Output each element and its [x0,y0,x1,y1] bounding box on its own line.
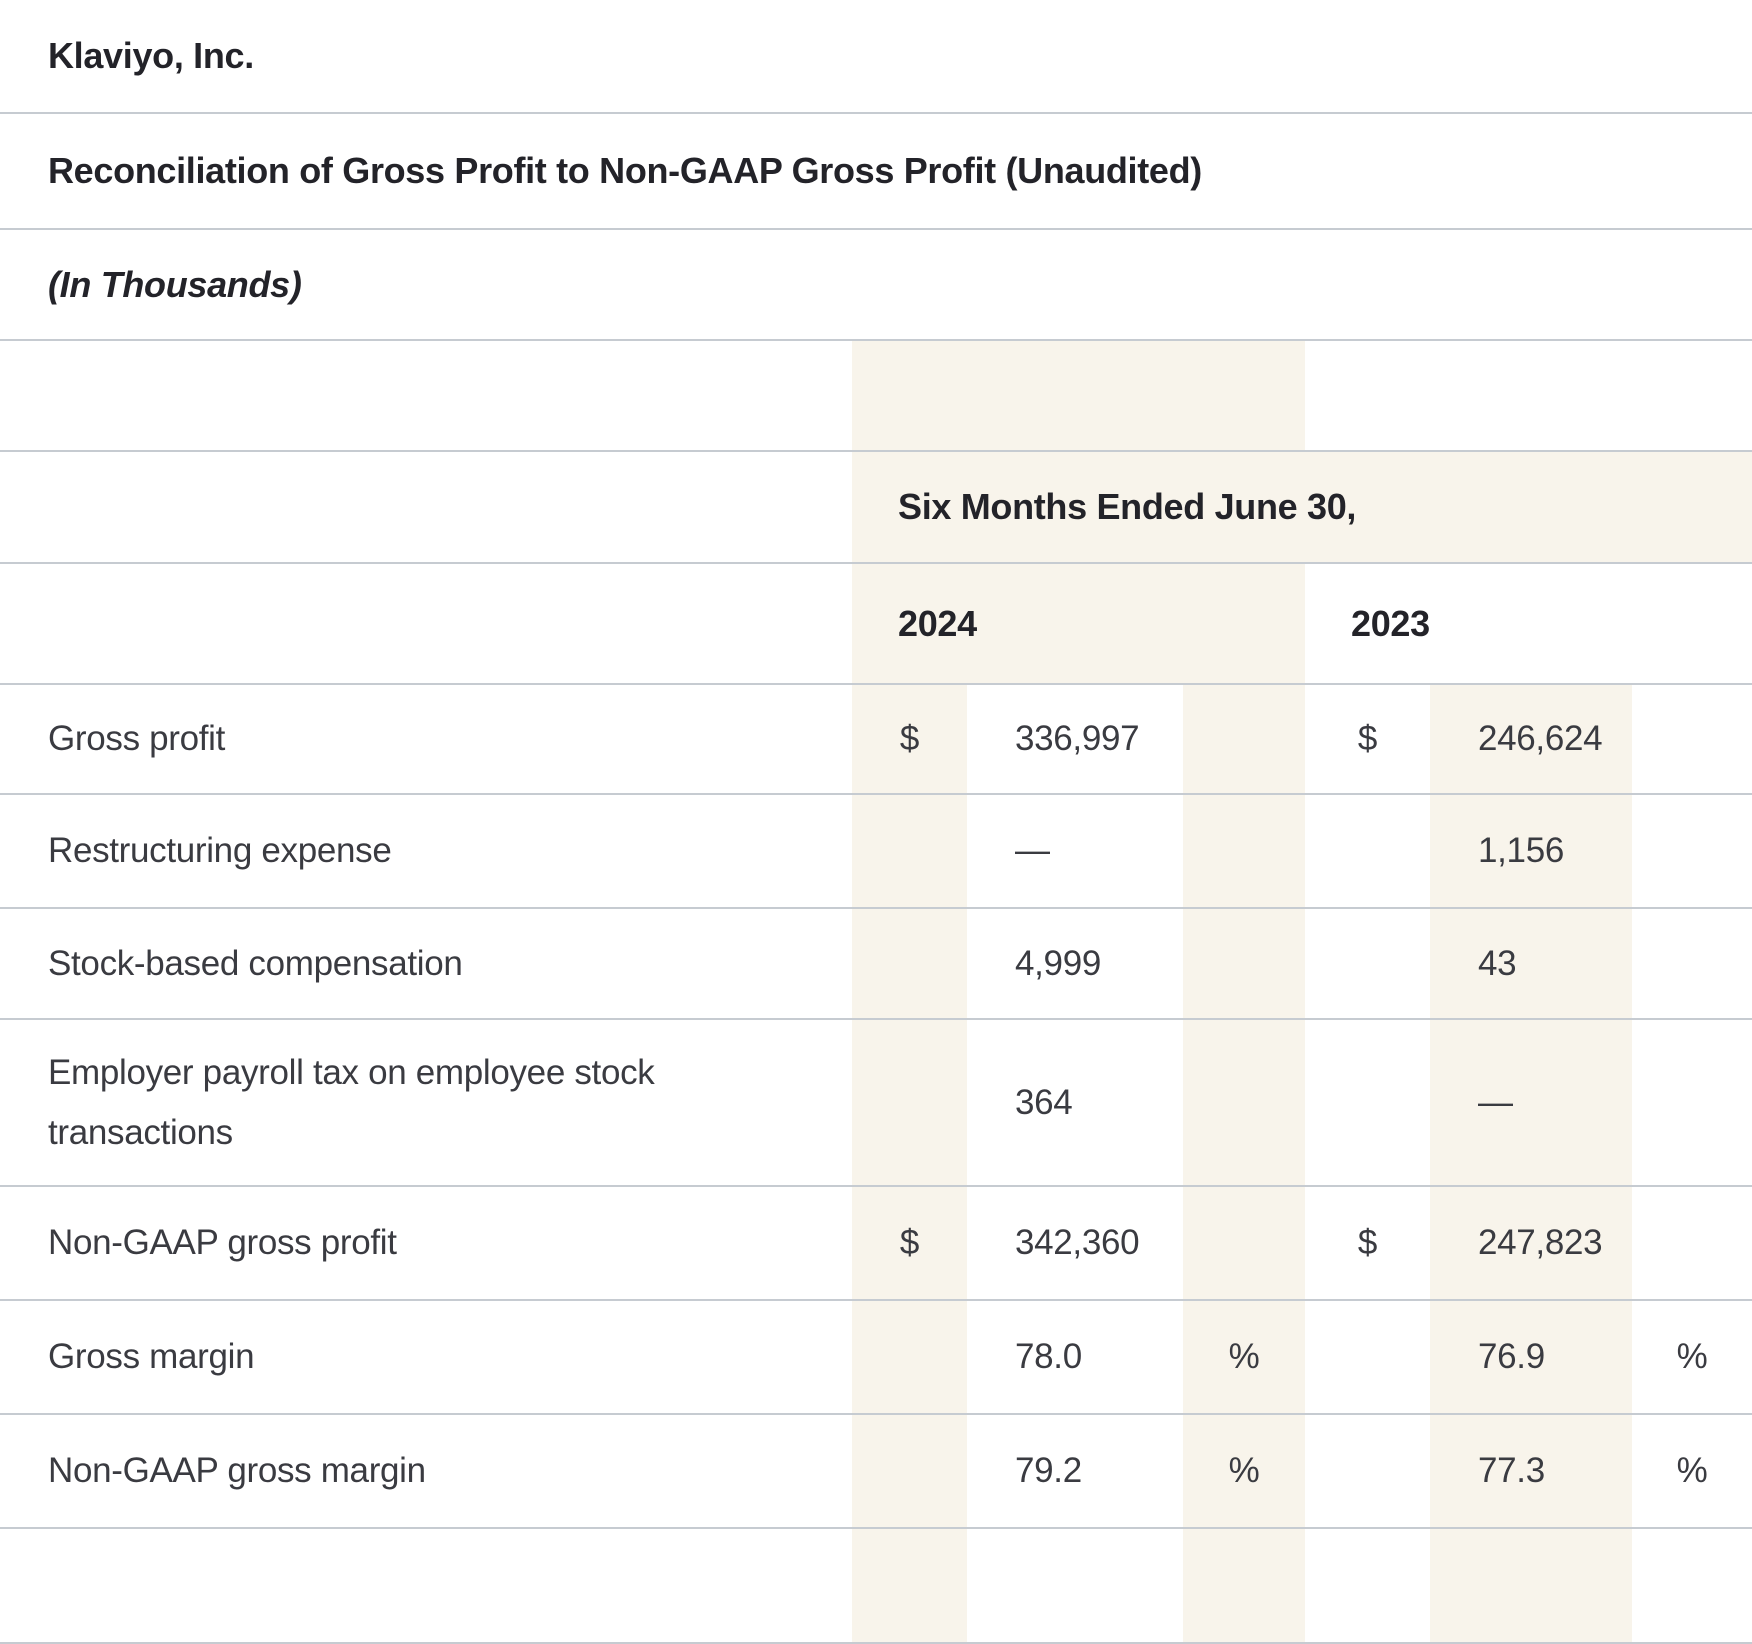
row-label: Gross margin [48,1337,255,1377]
row-label: Non-GAAP gross margin [48,1451,426,1491]
percent-cell-2024 [1183,795,1305,907]
value-cell-2024: 336,997 [1015,719,1140,758]
row-label: Stock-based compensation [48,943,463,983]
value-cell-2023: 247,823 [1430,1187,1632,1299]
percent-cell-2024: % [1183,1301,1305,1413]
value-cell-2023: — [1430,1020,1632,1185]
table-row-stock-based-compensation: Stock-based compensation 4,999 43 [0,907,1752,1018]
year-header-2024: 2024 [852,564,1305,683]
currency-cell-2024: $ [852,1187,967,1299]
row-label: Gross profit [48,719,226,759]
currency-cell-2024: $ [852,685,967,793]
highlight-band [1430,1529,1632,1642]
highlight-band [1183,1529,1305,1642]
currency-cell-2023 [1305,1415,1430,1527]
report-title: Reconciliation of Gross Profit to Non-GA… [48,150,1202,191]
percent-cell-2024 [1183,909,1305,1018]
highlight-band [852,341,1305,450]
value-cell-2024: 4,999 [1015,943,1101,983]
year-header-row: 2024 2023 [0,562,1752,683]
report-title-row: Reconciliation of Gross Profit to Non-GA… [0,112,1752,228]
percent-cell-2024 [1183,685,1305,793]
currency-cell-2023: $ [1357,1223,1378,1262]
currency-cell-2024 [852,909,967,1018]
year-header-2023: 2023 [1351,602,1430,644]
period-header: Six Months Ended June 30, [852,452,1752,562]
table-row-restructuring-expense: Restructuring expense — 1,156 [0,793,1752,907]
currency-cell-2023 [1305,909,1430,1018]
percent-cell-2023 [1632,1020,1752,1185]
value-cell-2024: 78.0 [1015,1337,1082,1376]
row-label: Restructuring expense [48,831,392,871]
percent-cell-2023 [1632,1187,1752,1299]
value-cell-2023: 43 [1430,909,1632,1018]
table-row-employer-payroll-tax: Employer payroll tax on employee stock t… [0,1018,1752,1185]
percent-cell-2023 [1632,685,1752,793]
percent-cell-2023 [1632,795,1752,907]
percent-cell-2023 [1632,909,1752,1018]
value-cell-2024: 79.2 [1015,1451,1082,1490]
currency-cell-2024 [852,1415,967,1527]
value-cell-2023: 246,624 [1430,685,1632,793]
currency-cell-2023 [1305,1301,1430,1413]
currency-cell-2023 [1305,1020,1430,1185]
value-cell-2024: 364 [1015,1082,1073,1122]
row-label: Employer payroll tax on employee stock t… [48,1053,655,1152]
value-cell-2024: — [1015,831,1050,870]
currency-cell-2024 [852,1020,967,1185]
spacer-band-row [0,339,1752,450]
table-row-gross-margin: Gross margin 78.0 % 76.9 % [0,1299,1752,1413]
percent-cell-2024: % [1183,1415,1305,1527]
percent-cell-2023: % [1676,1451,1708,1490]
currency-cell-2023: $ [1357,719,1378,758]
value-cell-2023: 77.3 [1430,1415,1632,1527]
value-cell-2023: 1,156 [1430,795,1632,907]
highlight-band [852,1529,967,1642]
currency-cell-2024 [852,1301,967,1413]
company-name: Klaviyo, Inc. [48,35,254,76]
units-note: (In Thousands) [48,263,302,305]
table-row-gross-profit: Gross profit $ 336,997 $ 246,624 [0,683,1752,793]
company-row: Klaviyo, Inc. [0,0,1752,112]
footer-spacer-row [0,1527,1752,1644]
currency-cell-2024 [852,795,967,907]
percent-cell-2023: % [1676,1337,1708,1376]
period-header-row: Six Months Ended June 30, [0,450,1752,562]
value-cell-2024: 342,360 [1015,1223,1140,1262]
percent-cell-2024 [1183,1187,1305,1299]
table-row-non-gaap-gross-profit: Non-GAAP gross profit $ 342,360 $ 247,82… [0,1185,1752,1299]
percent-cell-2024 [1183,1020,1305,1185]
table-row-non-gaap-gross-margin: Non-GAAP gross margin 79.2 % 77.3 % [0,1413,1752,1527]
currency-cell-2023 [1305,795,1430,907]
value-cell-2023: 76.9 [1430,1301,1632,1413]
units-note-row: (In Thousands) [0,228,1752,339]
row-label: Non-GAAP gross profit [48,1223,397,1263]
